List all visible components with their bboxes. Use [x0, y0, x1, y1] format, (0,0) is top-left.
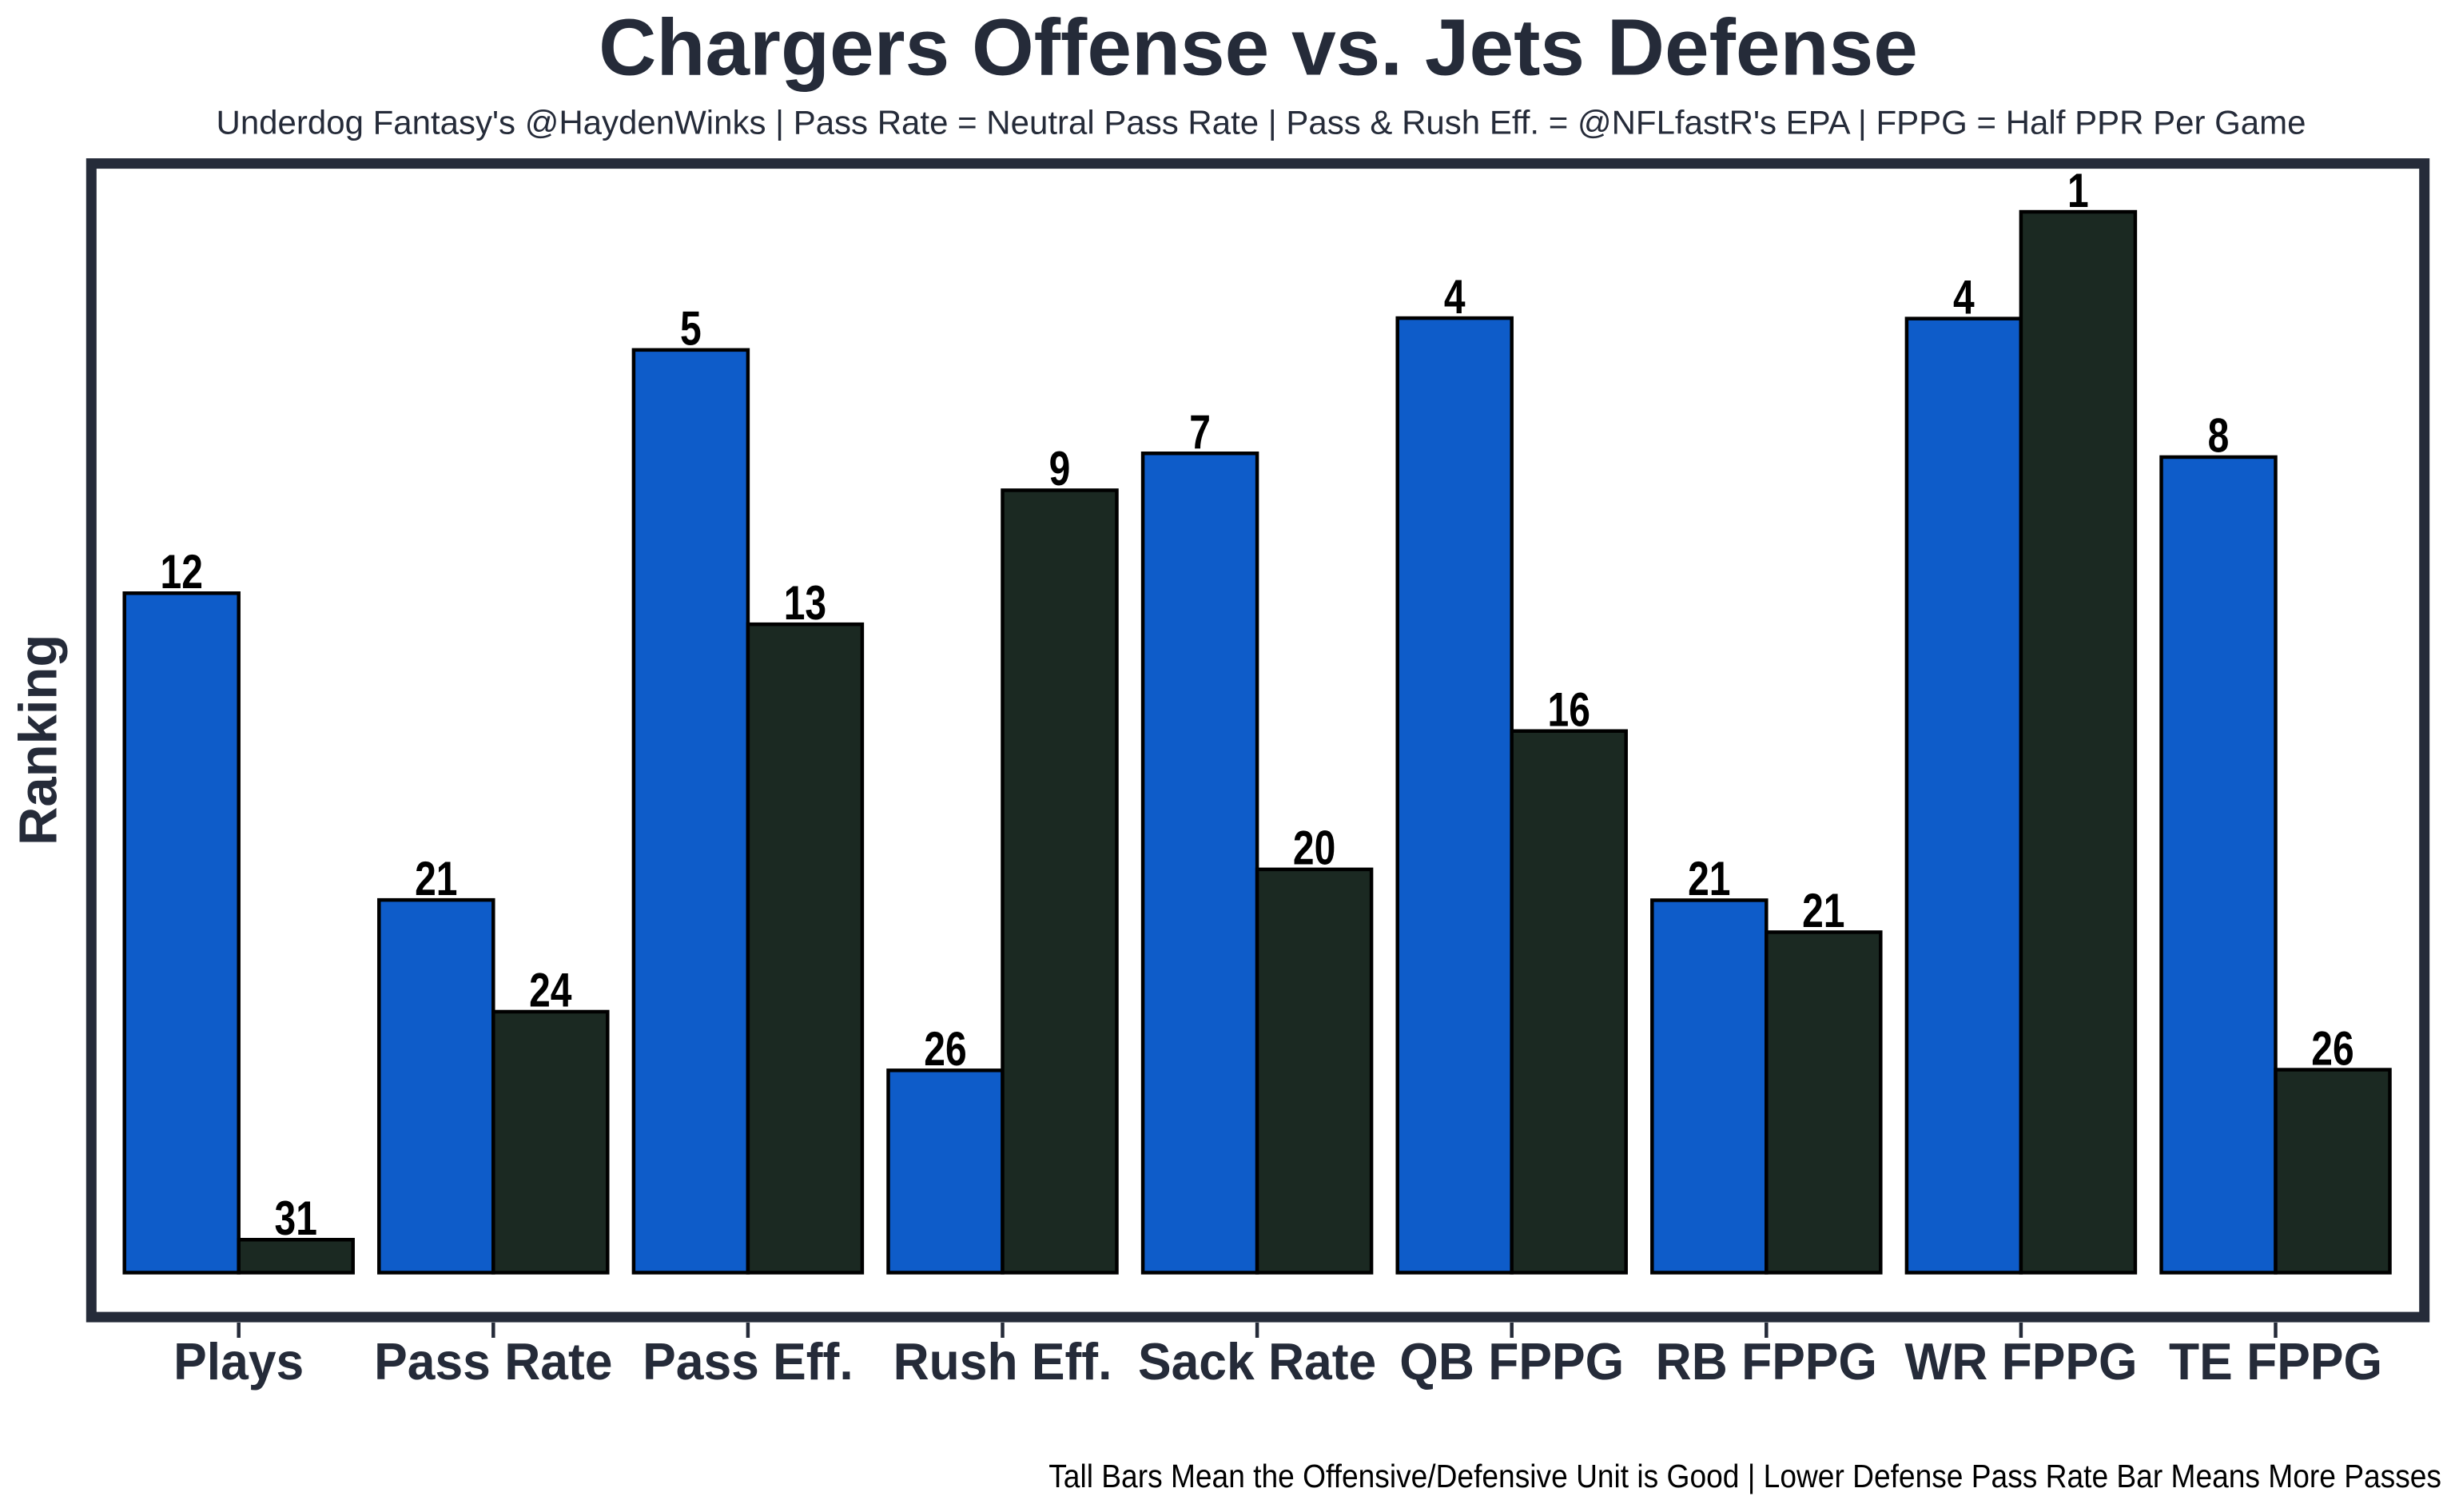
svg-text:24: 24 [529, 964, 571, 1017]
svg-text:7: 7 [1189, 405, 1211, 459]
svg-text:5: 5 [680, 301, 702, 355]
svg-text:13: 13 [784, 576, 826, 630]
svg-text:Pass Eff.: Pass Eff. [643, 1332, 853, 1391]
svg-text:Chargers Offense vs. Jets Defe: Chargers Offense vs. Jets Defense [599, 3, 1918, 93]
svg-text:Underdog Fantasy's @HaydenWink: Underdog Fantasy's @HaydenWinks | Pass R… [216, 104, 2306, 141]
svg-text:Tall Bars Mean the Offensive/D: Tall Bars Mean the Offensive/Defensive U… [1048, 1458, 2441, 1494]
svg-text:16: 16 [1548, 682, 1590, 736]
svg-text:Plays: Plays [173, 1332, 304, 1391]
svg-text:20: 20 [1293, 821, 1335, 874]
svg-text:1: 1 [2067, 164, 2089, 217]
svg-text:Ranking: Ranking [9, 635, 69, 846]
svg-text:21: 21 [1688, 852, 1730, 905]
svg-text:9: 9 [1049, 442, 1071, 495]
svg-text:RB FPPG: RB FPPG [1656, 1332, 1877, 1391]
svg-text:8: 8 [2208, 409, 2230, 463]
svg-text:12: 12 [161, 545, 203, 599]
svg-text:Rush Eff.: Rush Eff. [893, 1332, 1112, 1391]
svg-text:WR FPPG: WR FPPG [1904, 1332, 2137, 1391]
svg-text:21: 21 [415, 852, 457, 905]
svg-text:26: 26 [924, 1022, 966, 1076]
svg-text:4: 4 [1444, 270, 1466, 324]
svg-text:4: 4 [1953, 270, 1975, 324]
svg-text:Pass Rate: Pass Rate [374, 1332, 612, 1391]
svg-text:TE FPPG: TE FPPG [2169, 1332, 2382, 1391]
svg-text:21: 21 [1802, 884, 1844, 937]
svg-text:26: 26 [2311, 1021, 2353, 1075]
svg-text:QB FPPG: QB FPPG [1399, 1332, 1624, 1391]
svg-text:31: 31 [275, 1192, 317, 1245]
svg-text:Sack Rate: Sack Rate [1138, 1332, 1376, 1391]
